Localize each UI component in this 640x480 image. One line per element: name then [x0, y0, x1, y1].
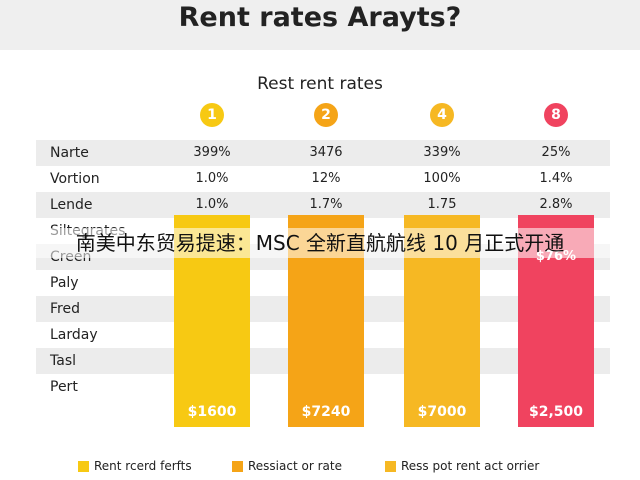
bar-label: $7000 [417, 404, 467, 420]
table-cell: 399% [193, 145, 231, 160]
table-cell: 1.0% [195, 197, 229, 212]
table-cell: 2.8% [539, 197, 573, 212]
table-cell: 339% [423, 145, 461, 160]
row-stripe [36, 140, 610, 166]
bar-label: $1600 [187, 404, 237, 420]
header-band [0, 0, 640, 50]
column-badge: 8 [544, 103, 568, 127]
legend-label: Rent rcerd ferfts [94, 459, 192, 473]
bar-label: $7240 [301, 404, 351, 420]
bar-label: $2,500 [528, 404, 584, 420]
row-stripe [36, 192, 610, 218]
row-label: Vortion [50, 171, 100, 187]
row-label: Larday [50, 327, 98, 343]
table-cell: 25% [541, 145, 571, 160]
legend-label: Ressiact or rate [248, 459, 342, 473]
column-badge: 4 [430, 103, 454, 127]
row-label: Pert [50, 379, 78, 395]
row-label: Narte [50, 145, 89, 161]
row-label: Tasl [50, 353, 76, 369]
legend-swatch [232, 461, 243, 472]
row-label: Lende [50, 197, 93, 213]
table-cell: 1.75 [427, 197, 457, 212]
table-cell: 1.7% [309, 197, 343, 212]
table-cell: 12% [311, 171, 341, 186]
column-badge: 2 [314, 103, 338, 127]
legend-swatch [78, 461, 89, 472]
column-badge: 1 [200, 103, 224, 127]
table-cell: 100% [423, 171, 461, 186]
row-label: Paly [50, 275, 79, 291]
subtitle: Rest rent rates [257, 74, 383, 94]
overlay-banner: 南美中东贸易提速：MSC 全新直航航线 10 月正式开通 [0, 228, 640, 258]
table-cell: 3476 [309, 145, 343, 160]
table-cell: 1.4% [539, 171, 573, 186]
title: Rent rates Arayts? [178, 2, 462, 33]
legend-label: Ress pot rent act orrier [401, 459, 540, 473]
row-label: Fred [50, 301, 80, 317]
table-cell: 1.0% [195, 171, 229, 186]
legend-swatch [385, 461, 396, 472]
